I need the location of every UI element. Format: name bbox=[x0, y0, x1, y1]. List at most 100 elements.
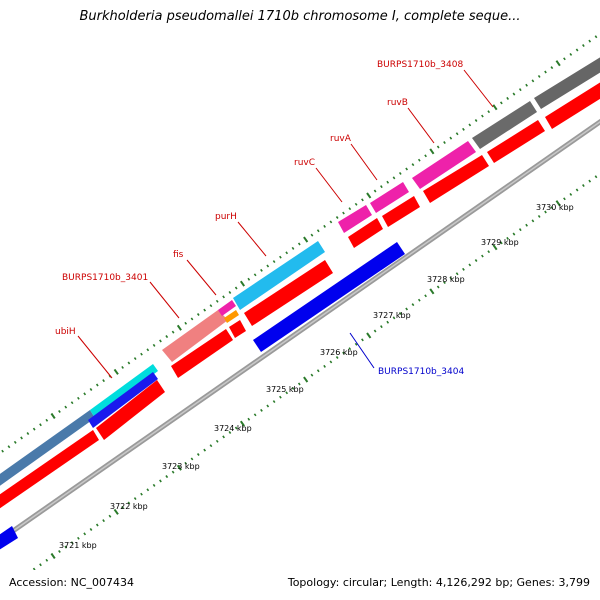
gene-label-ruvA[interactable]: ruvA bbox=[330, 134, 352, 144]
minor-tick bbox=[518, 228, 522, 232]
cds-block-7[interactable] bbox=[382, 196, 420, 227]
feature-grey-end[interactable] bbox=[534, 45, 600, 109]
cds-block-3[interactable] bbox=[171, 329, 233, 378]
feature-cyan-block[interactable] bbox=[90, 364, 158, 418]
cds-block-1[interactable] bbox=[0, 430, 99, 522]
minor-tick bbox=[525, 223, 528, 227]
backbone bbox=[0, 118, 600, 544]
feature-BURPS1710b_3401[interactable] bbox=[162, 310, 228, 362]
feature-small-orange[interactable] bbox=[224, 310, 239, 323]
minor-tick bbox=[335, 216, 339, 219]
cds-block-4[interactable] bbox=[229, 320, 246, 338]
cds-block-6[interactable] bbox=[348, 218, 383, 248]
minor-tick bbox=[531, 219, 535, 223]
tick-label-3729: 3729 kbp bbox=[481, 238, 519, 247]
feature-ruvA[interactable] bbox=[370, 182, 409, 213]
minor-tick bbox=[83, 532, 87, 536]
minor-tick bbox=[203, 448, 207, 452]
minor-tick bbox=[272, 260, 276, 264]
minor-tick bbox=[462, 267, 465, 271]
feature-BURPS1710b_3404[interactable] bbox=[253, 242, 405, 352]
feature-blue-block[interactable] bbox=[88, 372, 158, 428]
minor-tick bbox=[297, 242, 301, 246]
feature-ubiH-region[interactable] bbox=[0, 410, 95, 500]
tick-labels: 3721 kbp 3722 kbp 3723 kbp 3724 kbp 3725… bbox=[59, 203, 574, 550]
cds-block-2[interactable] bbox=[96, 380, 165, 440]
gene-label-BURPS1710b_3401[interactable]: BURPS1710b_3401 bbox=[62, 273, 148, 283]
minor-tick bbox=[310, 233, 314, 237]
minor-tick bbox=[26, 432, 30, 436]
feature-reverse-edge[interactable] bbox=[0, 526, 18, 562]
major-tick bbox=[50, 552, 56, 559]
minor-tick bbox=[392, 316, 396, 320]
inner-tick-marks bbox=[32, 175, 598, 570]
feature-ruvC[interactable] bbox=[338, 205, 372, 233]
major-tick bbox=[303, 376, 309, 383]
minor-tick bbox=[424, 154, 427, 158]
minor-tick bbox=[196, 313, 200, 316]
gene-label-fis[interactable]: fis bbox=[173, 250, 184, 260]
minor-tick bbox=[575, 188, 579, 192]
feature-BURPS1710b_3408[interactable] bbox=[472, 101, 537, 149]
minor-tick bbox=[64, 405, 68, 409]
minor-tick bbox=[209, 444, 213, 448]
minor-tick bbox=[582, 184, 585, 188]
gene-labels: ubiH BURPS1710b_3401 fis purH ruvC ruvA … bbox=[55, 60, 464, 377]
minor-tick bbox=[398, 171, 402, 175]
feature-ruvB[interactable] bbox=[412, 141, 476, 189]
cds-block-5[interactable] bbox=[244, 260, 333, 326]
minor-tick bbox=[45, 558, 49, 562]
minor-tick bbox=[348, 347, 352, 351]
minor-tick bbox=[190, 317, 194, 321]
gene-label-BURPS1710b_3404[interactable]: BURPS1710b_3404 bbox=[378, 367, 464, 377]
minor-tick bbox=[234, 286, 238, 290]
major-tick bbox=[176, 324, 182, 331]
major-tick bbox=[429, 148, 435, 155]
minor-tick bbox=[190, 457, 194, 461]
gene-label-ruvB[interactable]: ruvB bbox=[387, 98, 408, 108]
minor-tick bbox=[152, 483, 156, 487]
minor-tick bbox=[594, 35, 598, 39]
minor-tick bbox=[474, 259, 478, 262]
minor-tick bbox=[171, 330, 175, 334]
minor-tick bbox=[531, 79, 535, 83]
feature-fis[interactable] bbox=[218, 300, 236, 316]
gene-label-BURPS1710b_3408[interactable]: BURPS1710b_3408 bbox=[377, 60, 463, 70]
minor-tick bbox=[7, 445, 11, 449]
gene-label-purH[interactable]: purH bbox=[215, 212, 237, 222]
feature-purH[interactable] bbox=[233, 241, 325, 310]
minor-tick bbox=[474, 119, 478, 122]
major-tick bbox=[555, 60, 561, 67]
minor-tick bbox=[588, 39, 592, 43]
minor-tick bbox=[373, 189, 377, 193]
minor-tick bbox=[222, 435, 225, 439]
minor-tick bbox=[20, 436, 23, 440]
minor-tick bbox=[272, 400, 276, 404]
cds-block-8[interactable] bbox=[423, 155, 489, 203]
minor-tick bbox=[215, 439, 219, 443]
minor-tick bbox=[253, 413, 257, 417]
minor-tick bbox=[215, 299, 219, 303]
major-tick bbox=[113, 508, 119, 515]
minor-tick bbox=[316, 229, 320, 233]
minor-tick bbox=[58, 550, 61, 553]
cds-block-9[interactable] bbox=[487, 120, 545, 163]
cds-lane-forward bbox=[0, 70, 600, 522]
minor-tick bbox=[184, 321, 188, 325]
tick-label-3725: 3725 kbp bbox=[266, 385, 304, 394]
minor-tick bbox=[588, 179, 592, 183]
minor-tick bbox=[487, 250, 491, 254]
minor-tick bbox=[222, 295, 225, 299]
minor-tick bbox=[32, 567, 36, 570]
gene-label-ruvC[interactable]: ruvC bbox=[294, 158, 315, 168]
minor-tick bbox=[127, 501, 131, 505]
minor-tick bbox=[462, 127, 465, 131]
minor-tick bbox=[184, 461, 188, 465]
gene-label-ubiH[interactable]: ubiH bbox=[55, 327, 76, 337]
minor-tick bbox=[386, 320, 390, 324]
minor-tick bbox=[361, 198, 364, 202]
cds-block-10[interactable] bbox=[545, 70, 600, 129]
minor-tick bbox=[411, 163, 415, 167]
